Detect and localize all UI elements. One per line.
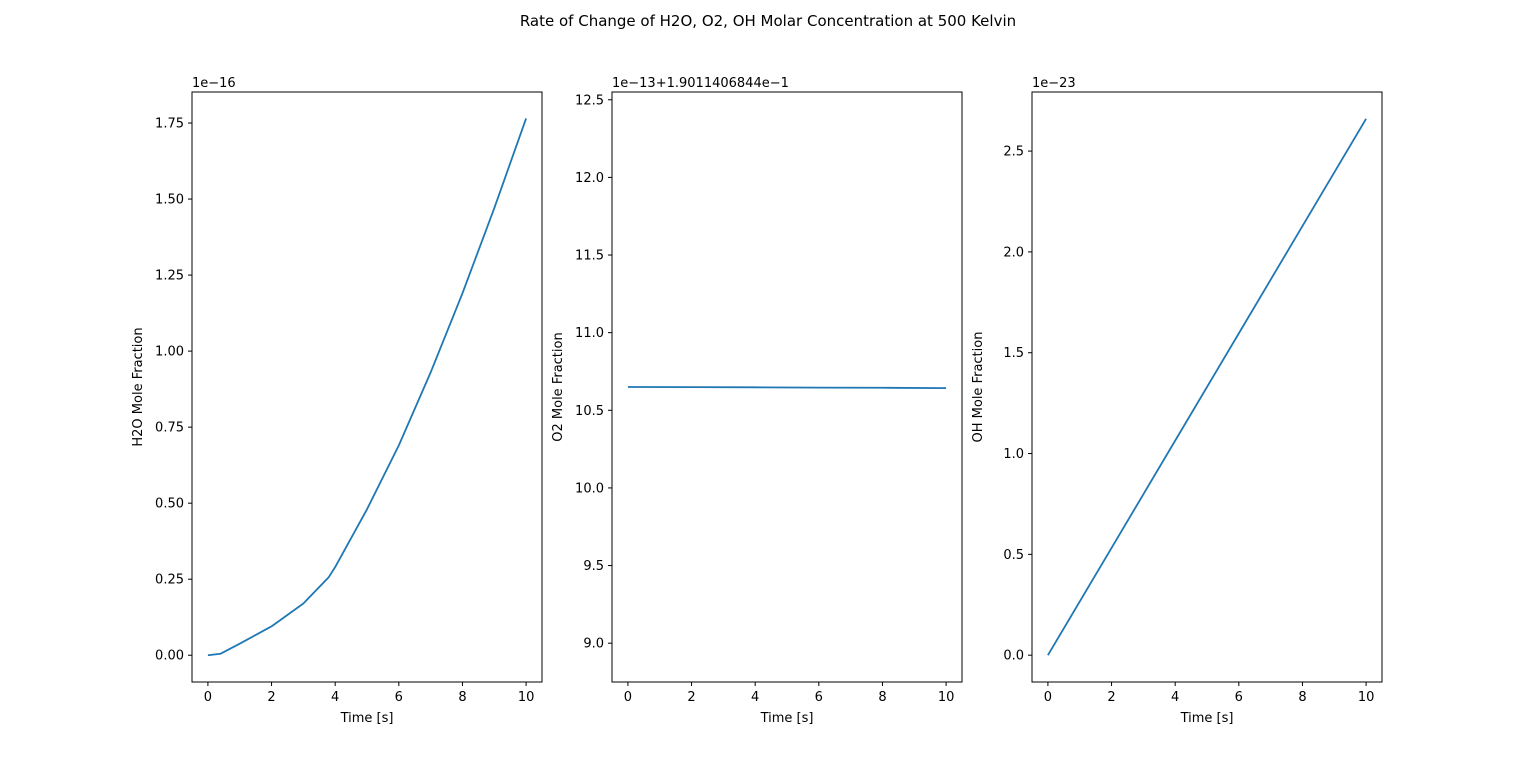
y-offset-label: 1e−16 <box>192 76 236 91</box>
y-tick-label: 2.5 <box>1003 145 1024 160</box>
y-offset-label: 1e−23 <box>1032 76 1076 91</box>
x-tick-label: 0 <box>1044 690 1052 705</box>
x-tick-label: 6 <box>1235 690 1243 705</box>
y-tick-label: 0.25 <box>155 573 184 588</box>
y-tick-label: 1.75 <box>155 117 184 132</box>
series-line <box>1047 118 1367 656</box>
y-tick-label: 0.0 <box>1003 649 1024 664</box>
subplot-3: 0 2 4 6 8 10 0.0 0.5 1.0 1.5 2.0 2.5 Time [s] OH Mole… <box>971 76 1383 726</box>
y-tick-label: 1.00 <box>155 345 184 360</box>
y-tick-label: 9.0 <box>583 637 604 652</box>
y-tick-label: 11.5 <box>575 249 604 264</box>
y-tick-label: 0.5 <box>1003 548 1024 563</box>
y-tick-label: 1.5 <box>1003 346 1024 361</box>
y-tick-label: 1.50 <box>155 193 184 208</box>
y-tick-label: 9.5 <box>583 559 604 574</box>
x-tick-label: 10 <box>1358 690 1375 705</box>
axes-frame <box>611 91 963 683</box>
y-tick-label: 2.0 <box>1003 245 1024 260</box>
y-tick-label: 12.5 <box>575 93 604 108</box>
x-tick-label: 8 <box>878 690 886 705</box>
y-tick-label: 12.0 <box>575 171 604 186</box>
x-tick-label: 0 <box>204 690 212 705</box>
figure-title: Rate of Change of H2O, O2, OH Molar Conc… <box>520 12 1016 30</box>
x-tick-label: 10 <box>938 690 955 705</box>
x-tick-label: 4 <box>751 690 759 705</box>
x-tick-label: 8 <box>458 690 466 705</box>
x-tick-label: 6 <box>815 690 823 705</box>
y-tick-label: 0.00 <box>155 649 184 664</box>
y-tick-label: 0.50 <box>155 497 184 512</box>
subplot-1: 0 2 4 6 8 10 0.00 0.25 0.50 0.75 1.00 1.25 1.50 1.75 T… <box>131 76 543 726</box>
x-axis-label: Time [s] <box>1180 711 1234 726</box>
y-tick-label: 0.75 <box>155 421 184 436</box>
series-line <box>627 386 947 389</box>
y-tick-label: 1.0 <box>1003 447 1024 462</box>
subplot-2: 0 2 4 6 8 10 9.0 9.5 10.0 10.5 11.0 11.5 12.0 12.5 Tim… <box>551 76 963 726</box>
x-axis-label: Time [s] <box>760 711 814 726</box>
x-tick-label: 6 <box>395 690 403 705</box>
x-tick-label: 2 <box>687 690 695 705</box>
x-axis-label: Time [s] <box>340 711 394 726</box>
y-tick-label: 10.0 <box>575 481 604 496</box>
y-axis-label: O2 Mole Fraction <box>551 332 566 441</box>
x-tick-label: 4 <box>331 690 339 705</box>
series-line <box>207 118 527 657</box>
y-tick-label: 11.0 <box>575 326 604 341</box>
subplots: 0 2 4 6 8 100.000.250.500.751.001.251.501.75T… <box>131 76 1383 726</box>
axes-frame <box>1031 91 1383 683</box>
axes-frame <box>191 91 543 683</box>
x-tick-label: 2 <box>267 690 275 705</box>
y-tick-label: 1.25 <box>155 269 184 284</box>
y-offset-label: 1e−13+1.9011406844e−1 <box>612 76 789 91</box>
x-tick-label: 4 <box>1171 690 1179 705</box>
y-axis-label: OH Mole Fraction <box>971 332 986 443</box>
x-tick-label: 2 <box>1107 690 1115 705</box>
x-tick-label: 0 <box>624 690 632 705</box>
y-axis-label: H2O Mole Fraction <box>131 327 146 446</box>
y-tick-label: 10.5 <box>575 404 604 419</box>
x-tick-label: 8 <box>1298 690 1306 705</box>
x-tick-label: 10 <box>518 690 535 705</box>
